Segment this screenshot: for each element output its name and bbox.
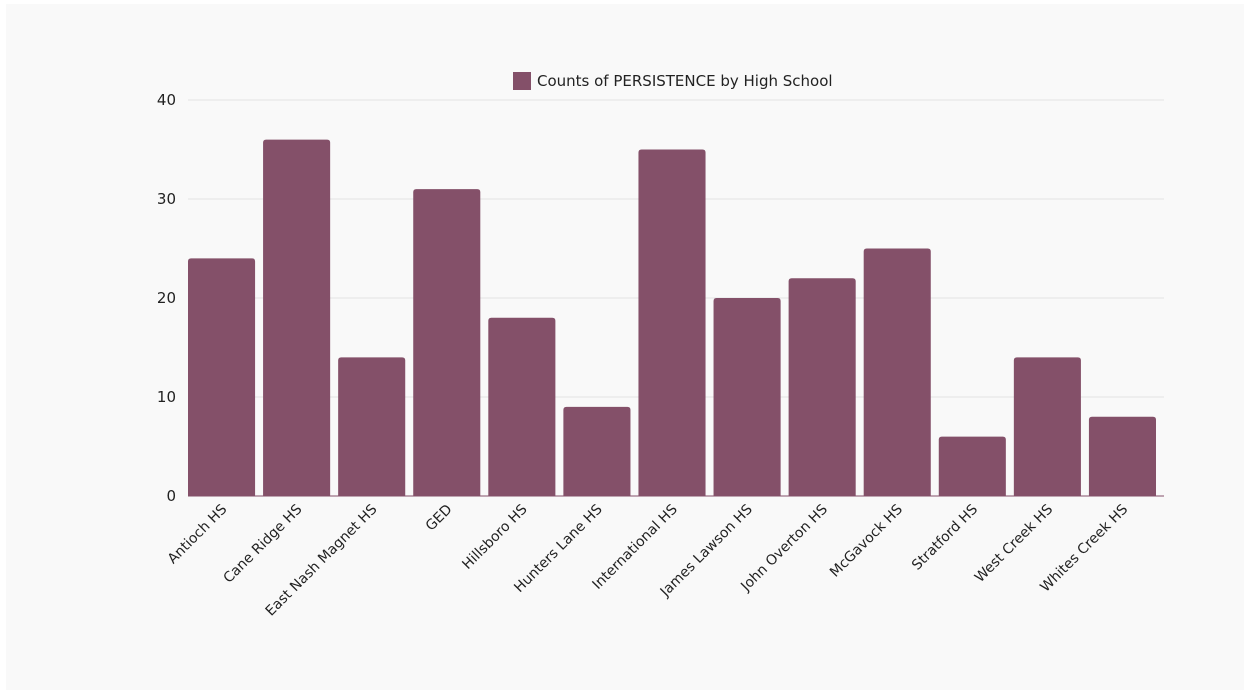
- y-tick-label: 20: [157, 289, 176, 307]
- bar: [413, 189, 481, 496]
- bar: [1088, 416, 1156, 496]
- bar: [638, 149, 706, 496]
- bars: [188, 139, 1156, 496]
- x-tick-label: McGavock HS: [827, 501, 906, 580]
- y-axis-ticks: 0 10 20 30 40: [157, 91, 176, 505]
- x-tick-label: Antioch HS: [165, 501, 231, 567]
- y-tick-label: 40: [157, 91, 176, 109]
- bar: [563, 406, 631, 496]
- bar: [188, 258, 256, 496]
- y-tick-label: 30: [157, 190, 176, 208]
- bar: [338, 357, 406, 496]
- bar: [863, 248, 931, 496]
- x-tick-label: Cane Ridge HS: [220, 501, 305, 586]
- bar: [488, 317, 556, 496]
- bar: [713, 298, 781, 496]
- y-tick-label: 0: [166, 487, 176, 505]
- legend-label: Counts of PERSISTENCE by High School: [537, 72, 833, 90]
- x-tick-label: West Creek HS: [972, 501, 1056, 585]
- x-tick-label: GED: [423, 502, 456, 535]
- x-tick-label: Hillsboro HS: [459, 501, 530, 572]
- bar: [938, 436, 1006, 496]
- legend: Counts of PERSISTENCE by High School: [513, 72, 833, 90]
- legend-swatch: [513, 72, 531, 90]
- bar: [263, 139, 331, 496]
- x-tick-label: Stratford HS: [909, 501, 981, 573]
- bar: [788, 278, 856, 496]
- bar: [1013, 357, 1081, 496]
- y-tick-label: 10: [157, 388, 176, 406]
